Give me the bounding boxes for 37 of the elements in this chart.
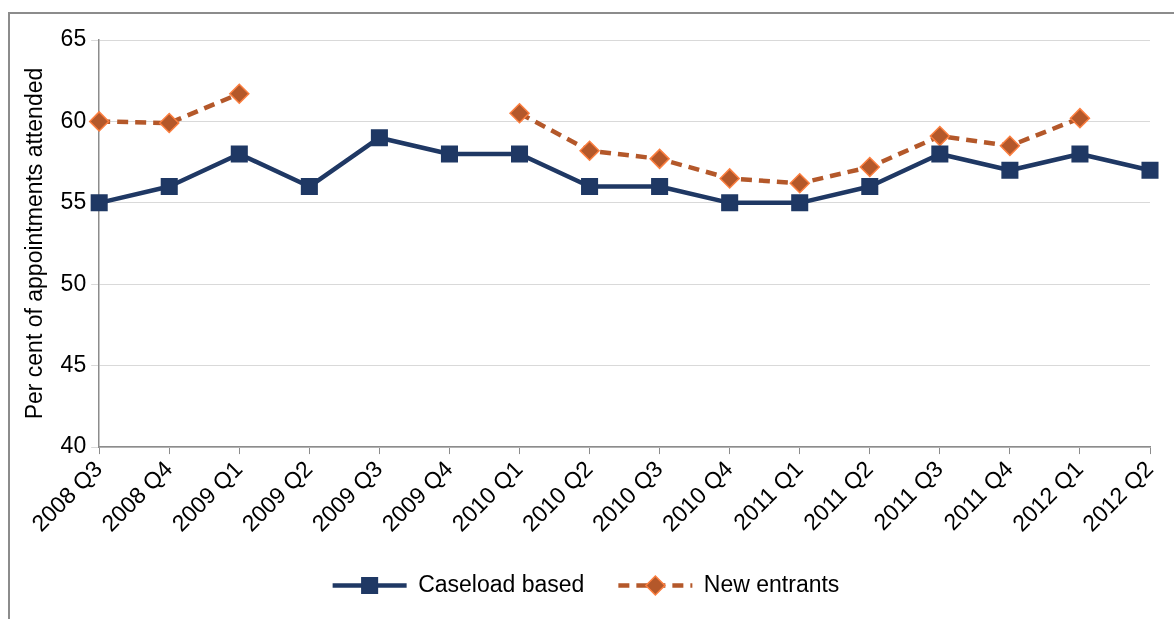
point [721, 194, 739, 212]
point [440, 145, 458, 163]
point [931, 145, 949, 163]
point [229, 83, 250, 104]
point [230, 145, 248, 163]
point [719, 168, 740, 189]
point [1071, 145, 1089, 163]
point [789, 173, 810, 194]
point [581, 178, 599, 196]
y-tick-label: 45 [60, 351, 87, 378]
legend-label: New entrants [703, 570, 840, 597]
point [90, 194, 108, 212]
point [370, 129, 388, 147]
point [859, 156, 881, 178]
y-tick-label: 40 [60, 432, 87, 459]
point [158, 112, 180, 134]
point [649, 148, 670, 170]
point [509, 103, 530, 124]
point [1141, 161, 1159, 179]
y-tick-label: 50 [60, 269, 87, 296]
point [999, 135, 1021, 157]
point [791, 194, 809, 212]
point [651, 178, 669, 196]
point [1069, 107, 1091, 129]
y-axis-title: Per cent of appointments attended [21, 67, 48, 420]
point [579, 140, 600, 161]
point [1001, 161, 1019, 179]
point [160, 178, 178, 196]
y-tick-label: 60 [60, 106, 87, 133]
y-tick-label: 65 [60, 25, 87, 52]
point [510, 145, 529, 163]
point [300, 178, 318, 196]
legend-label: Caseload based [418, 570, 585, 597]
y-tick-label: 55 [60, 188, 87, 215]
point [861, 178, 879, 196]
point [88, 111, 110, 132]
point [929, 125, 951, 147]
